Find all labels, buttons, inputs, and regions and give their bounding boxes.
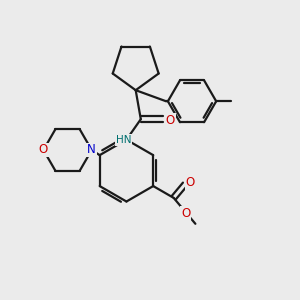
Text: N: N xyxy=(87,143,96,157)
Text: HN: HN xyxy=(116,135,131,145)
Text: O: O xyxy=(181,207,190,220)
Text: O: O xyxy=(186,176,195,189)
Text: O: O xyxy=(166,114,175,127)
Text: O: O xyxy=(39,143,48,157)
